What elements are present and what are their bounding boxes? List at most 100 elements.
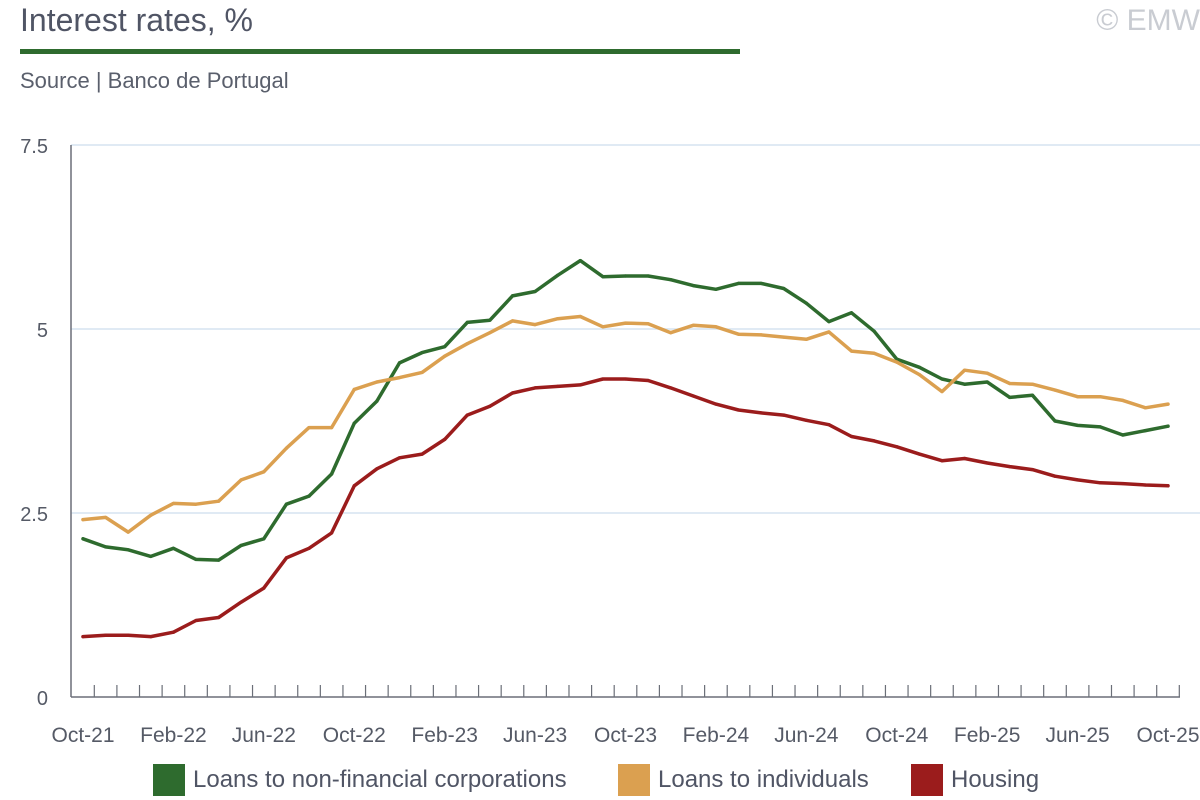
data-point <box>578 258 582 263</box>
data-point <box>917 373 921 377</box>
data-point <box>284 446 289 450</box>
data-point <box>849 434 854 439</box>
copyright-watermark: © EMW <box>1096 4 1200 37</box>
data-point <box>510 319 515 323</box>
y-tick-label: 5 <box>37 320 48 342</box>
data-point <box>284 502 289 506</box>
y-tick-label: 0 <box>37 688 48 710</box>
x-tick-label: Feb-22 <box>140 724 207 747</box>
legend-item-housing[interactable]: Housing <box>911 764 1039 796</box>
data-point <box>375 380 379 384</box>
data-point <box>556 273 560 277</box>
data-point <box>262 537 266 541</box>
data-point <box>623 377 628 381</box>
x-tick-label: Jun-22 <box>232 724 296 747</box>
data-point <box>759 411 763 415</box>
data-point <box>149 554 153 559</box>
data-point <box>397 456 402 460</box>
legend-label-corporations: Loans to non-financial corporations <box>193 766 567 793</box>
data-point <box>849 311 854 315</box>
x-tick-label: Jun-25 <box>1045 724 1109 747</box>
grid-layer <box>71 144 1200 514</box>
data-point <box>397 375 402 380</box>
data-point <box>420 452 424 456</box>
data-point <box>714 325 718 329</box>
data-point <box>1030 467 1034 472</box>
data-point <box>217 558 221 562</box>
data-point <box>171 546 176 550</box>
data-point <box>1143 406 1147 410</box>
data-point <box>623 321 628 325</box>
series-line-0 <box>81 258 1170 562</box>
data-point <box>669 278 673 282</box>
data-point <box>804 418 808 422</box>
data-point <box>759 333 763 337</box>
legend-swatch-individuals <box>618 764 650 796</box>
data-point <box>239 543 243 547</box>
data-point <box>1098 425 1102 429</box>
data-point <box>601 377 605 381</box>
data-point <box>962 456 967 461</box>
data-point <box>510 294 515 298</box>
x-tick-label: Oct-23 <box>594 724 657 747</box>
legend-label-housing: Housing <box>951 766 1040 793</box>
data-point <box>601 275 605 279</box>
data-point <box>940 389 944 394</box>
data-point <box>420 370 424 375</box>
x-tick-label: Feb-24 <box>683 724 750 747</box>
data-point <box>917 365 921 369</box>
page-title: Interest rates, % <box>20 2 253 38</box>
data-point <box>149 513 153 517</box>
data-point <box>443 345 447 349</box>
data-point <box>962 368 967 372</box>
data-point <box>1166 424 1170 428</box>
data-point <box>1098 481 1102 485</box>
data-point <box>397 361 402 365</box>
data-point <box>307 546 311 550</box>
axis-layer: 0 2.5 5 7.5 Oct-21 Feb-22 Jun-22 Oct-22 Feb-23 Ju… <box>20 136 1199 747</box>
data-point <box>239 600 243 604</box>
x-tick-label: Feb-25 <box>954 724 1021 747</box>
data-point <box>827 330 831 334</box>
data-point <box>985 371 989 375</box>
data-point <box>1121 398 1125 402</box>
data-point <box>149 635 153 639</box>
x-tick-label: Oct-22 <box>323 724 386 747</box>
data-point <box>759 281 763 285</box>
data-point <box>714 287 718 291</box>
data-point <box>601 325 605 329</box>
data-point <box>510 391 515 395</box>
data-point <box>194 557 198 561</box>
data-point <box>1166 484 1170 488</box>
data-point <box>104 515 108 520</box>
legend-item-individuals[interactable]: Loans to individuals <box>618 764 869 796</box>
data-point <box>646 274 650 278</box>
x-tick-label: Oct-25 <box>1136 724 1199 747</box>
data-point <box>1030 382 1034 386</box>
data-point <box>940 459 944 463</box>
data-point <box>736 332 741 336</box>
data-point <box>646 322 650 326</box>
data-point <box>171 630 176 634</box>
data-point <box>217 615 221 620</box>
data-point <box>375 399 379 403</box>
series-line-1 <box>81 314 1170 534</box>
data-point <box>533 386 537 390</box>
data-point <box>1053 388 1057 392</box>
data-point <box>81 537 85 541</box>
data-point <box>872 439 876 443</box>
y-tick-label: 7.5 <box>20 136 48 158</box>
data-point <box>1121 481 1125 486</box>
data-point <box>1008 395 1012 400</box>
data-point <box>465 320 469 324</box>
data-point <box>330 531 334 535</box>
series-line-2 <box>81 377 1170 639</box>
data-point <box>194 618 198 623</box>
data-point <box>352 421 356 425</box>
legend-item-corporations[interactable]: Loans to non-financial corporations <box>153 764 567 796</box>
data-point <box>940 377 944 381</box>
data-point <box>1030 393 1034 397</box>
data-point <box>782 286 786 291</box>
x-tick-label: Oct-24 <box>865 724 928 747</box>
data-point <box>895 360 899 364</box>
